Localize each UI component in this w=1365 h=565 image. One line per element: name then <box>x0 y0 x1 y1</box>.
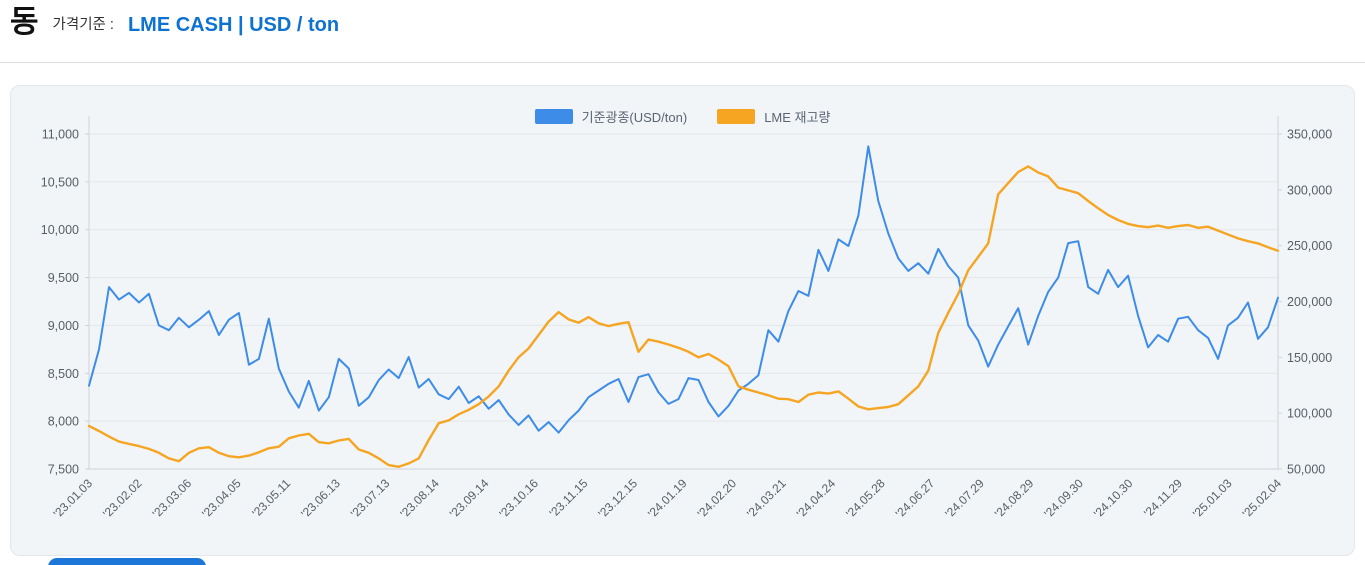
x-axis-label: '24.10.30 <box>1091 476 1136 521</box>
right-axis-label: 300,000 <box>1287 183 1332 197</box>
x-axis-label: '23.07.13 <box>348 476 393 521</box>
right-axis-label: 150,000 <box>1287 351 1332 365</box>
x-axis-label: '24.02.20 <box>695 476 740 521</box>
x-axis-label: '23.03.06 <box>150 476 195 521</box>
x-axis-label: '23.08.14 <box>397 476 442 521</box>
legend-label-price: 기준광종(USD/ton) <box>581 110 688 125</box>
x-axis-label: '24.09.30 <box>1041 476 1086 521</box>
legend-item-price[interactable]: 기준광종(USD/ton) <box>534 107 688 126</box>
left-axis-label: 8,000 <box>48 415 79 429</box>
x-axis-label: '23.06.13 <box>298 476 343 521</box>
x-axis-label: '24.01.19 <box>645 476 690 521</box>
x-axis-label: '23.11.15 <box>547 476 591 520</box>
x-axis-label: '23.09.14 <box>447 476 492 521</box>
x-axis-label: '24.07.29 <box>942 476 987 521</box>
right-axis-label: 100,000 <box>1287 407 1332 421</box>
x-axis-label: '24.05.28 <box>843 476 888 521</box>
left-axis-label: 10,500 <box>41 175 79 189</box>
chart-legend: 기준광종(USD/ton) LME 재고량 <box>11 107 1354 126</box>
right-axis-label: 200,000 <box>1287 295 1332 309</box>
price-basis-label: 가격기준 : <box>52 17 114 33</box>
x-axis-label: '23.12.15 <box>596 476 641 521</box>
x-axis-label: '25.01.03 <box>1190 476 1235 521</box>
x-axis-label: '23.02.02 <box>100 476 145 521</box>
x-axis-label: '24.03.21 <box>744 476 789 521</box>
x-axis-label: '24.08.29 <box>992 476 1037 521</box>
price-basis-value: LME CASH | USD / ton <box>127 14 340 36</box>
left-axis-label: 8,500 <box>48 367 79 381</box>
x-axis-label: '23.05.11 <box>249 476 293 520</box>
header-divider <box>0 62 1365 63</box>
inventory-series-swatch <box>717 109 756 124</box>
x-axis-label: '24.04.24 <box>794 476 839 521</box>
commodity-title: 동 <box>10 4 39 39</box>
left-axis-label: 9,500 <box>48 271 79 285</box>
right-axis-label: 350,000 <box>1287 128 1332 142</box>
price-inventory-chart: 11,000 10,500 10,000 9,500 9,000 8,500 8,000 7,… <box>41 116 1332 521</box>
page-header: 동 가격기준 : LME CASH | USD / ton <box>10 6 339 37</box>
left-axis-label: 10,000 <box>41 223 79 237</box>
x-axis-label: '24.11.29 <box>1141 476 1185 520</box>
inventory-line <box>87 165 1280 468</box>
x-axis-label: '23.04.05 <box>199 476 244 521</box>
legend-item-inventory[interactable]: LME 재고량 <box>717 107 830 126</box>
x-axis-label: '25.02.04 <box>1240 476 1285 521</box>
price-line <box>88 145 1279 434</box>
left-axis-label: 11,000 <box>42 128 79 142</box>
price-series-swatch <box>534 109 573 124</box>
chart-card: 기준광종(USD/ton) LME 재고량 11,000 10,500 10,000… <box>10 85 1355 556</box>
right-axis-label: 250,000 <box>1287 239 1332 253</box>
x-axis-label: '23.01.03 <box>51 476 96 521</box>
left-axis-label: 7,500 <box>48 463 79 477</box>
x-axis-label: '23.10.16 <box>496 476 541 521</box>
x-axis-label: '24.06.27 <box>893 476 938 521</box>
right-axis-label: 50,000 <box>1287 463 1325 477</box>
legend-label-inventory: LME 재고량 <box>764 110 831 125</box>
bottom-tab-partial[interactable] <box>48 558 206 565</box>
left-axis-label: 9,000 <box>48 319 79 333</box>
